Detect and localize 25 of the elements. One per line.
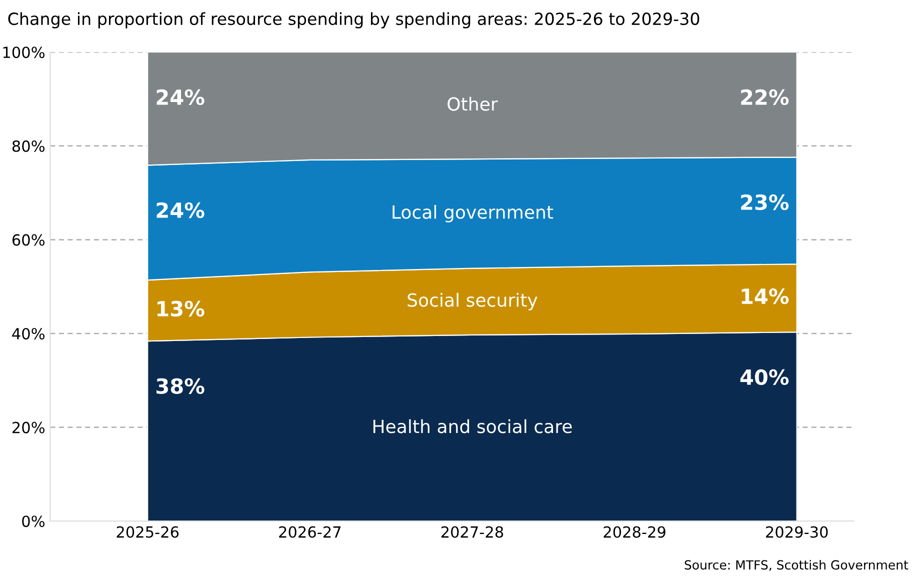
x-tick-label: 2028-29 (604, 526, 666, 538)
series-label: Social security (408, 292, 538, 310)
y-tick-label: 80% (12, 140, 45, 152)
series-label: Health and social care (373, 419, 572, 434)
series-label: Local government (392, 204, 554, 222)
chart-title: Change in proportion of resource spending by spending areas: 2025-26 to 2029-30 (8, 12, 700, 28)
data-label: 38% (156, 378, 204, 394)
x-tick-label: 2029-30 (766, 526, 828, 538)
data-label: 14% (742, 288, 789, 304)
y-tick-label: 60% (12, 234, 45, 246)
source-note: Source: MTFS, Scottish Government (684, 560, 908, 571)
y-tick-label: 0% (22, 516, 45, 528)
x-tick-label: 2026-27 (279, 526, 341, 538)
x-tick-label: 2027-28 (441, 526, 504, 538)
y-tick-label: 20% (12, 422, 45, 434)
y-tick-label: 100% (3, 46, 45, 58)
data-label: 24% (156, 89, 204, 106)
series-label: Other (448, 96, 498, 111)
data-label: 22% (741, 89, 789, 106)
y-tick-label: 40% (12, 328, 45, 340)
data-label: 40% (740, 369, 789, 386)
data-label: 23% (741, 194, 789, 210)
data-label: 13% (157, 300, 204, 317)
data-label: 24% (156, 202, 204, 218)
x-tick-label: 2025-26 (116, 526, 179, 538)
